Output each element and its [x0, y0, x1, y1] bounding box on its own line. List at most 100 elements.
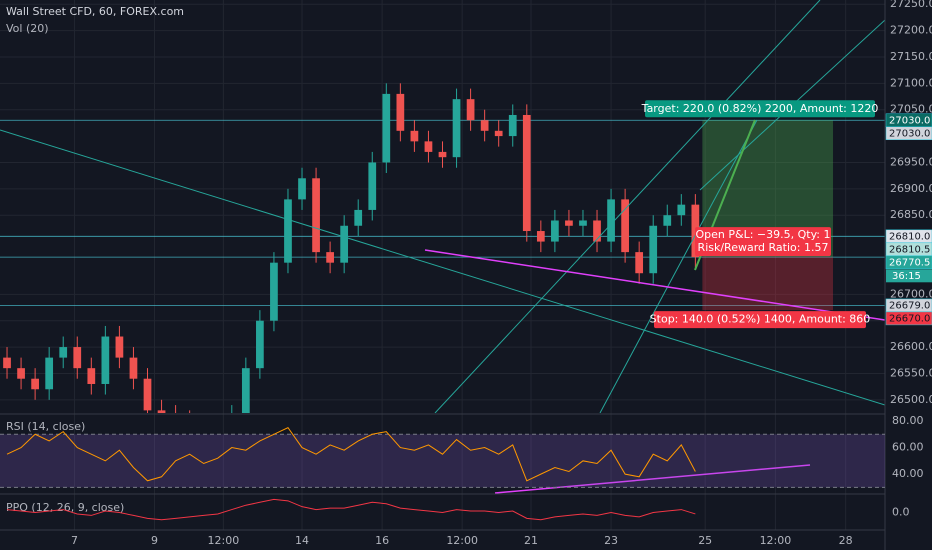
- candle-body: [368, 162, 377, 210]
- candle-body: [579, 220, 587, 226]
- y-tick-label: 26600.0: [890, 340, 932, 353]
- candle-body: [256, 320, 264, 369]
- candle-body: [508, 114, 517, 137]
- rsi-band: [0, 434, 885, 488]
- ppo-line: [6, 498, 696, 521]
- trend-line: [434, 0, 821, 413]
- stop-label-box: [654, 311, 866, 329]
- price-label: 26670.0: [889, 313, 930, 324]
- candle-body: [340, 225, 349, 263]
- volume-label: Vol (20): [6, 22, 49, 35]
- candle-body: [115, 336, 124, 358]
- y-tick-label: 26550.0: [890, 366, 932, 379]
- candle-body: [298, 178, 306, 200]
- price-label-box: [885, 126, 932, 141]
- candle-body: [635, 252, 644, 274]
- y-tick-label: 26500.0: [890, 393, 932, 406]
- candle-body: [73, 347, 82, 369]
- pnl-label: Open P&L: −39.5, Qty: 1: [695, 228, 830, 241]
- candle-body: [424, 141, 433, 152]
- y-tick-label: 27100.0: [890, 76, 932, 89]
- candle-body: [410, 130, 419, 142]
- y-tick-label: 26900.0: [890, 182, 932, 195]
- x-tick-label: 16: [375, 534, 389, 547]
- candle-body: [17, 368, 25, 379]
- y-tick-label: 26700.0: [890, 287, 932, 300]
- candle-body: [452, 99, 461, 158]
- candle-body: [101, 336, 110, 384]
- candle-body: [59, 347, 68, 358]
- candle-body: [494, 130, 503, 137]
- rsi-tick-label: 80.00: [892, 414, 924, 427]
- candle-body: [536, 231, 545, 242]
- candle-body: [551, 220, 559, 242]
- candle-body: [677, 204, 686, 216]
- y-tick-label: 27200.0: [890, 24, 932, 37]
- y-tick-label: 27050.0: [890, 103, 932, 116]
- x-tick-label: 7: [71, 534, 78, 547]
- candle-body: [3, 357, 11, 369]
- price-label-box: [885, 311, 932, 326]
- x-tick-label: 23: [604, 534, 618, 547]
- trend-line: [0, 129, 885, 406]
- target-label: Target: 220.0 (0.82%) 2200, Amount: 1220: [641, 102, 879, 115]
- price-label: 27030.0: [889, 115, 930, 126]
- candle-body: [593, 220, 601, 242]
- candle-body: [326, 252, 334, 263]
- candle-body: [270, 262, 278, 321]
- candle-body: [284, 199, 292, 263]
- candle-body: [621, 199, 629, 253]
- candle-body: [522, 114, 531, 232]
- candle-body: [565, 220, 573, 226]
- pnl-box: [695, 227, 831, 257]
- candle-body: [45, 357, 54, 390]
- price-label: 26810.5: [889, 244, 930, 255]
- candle-body: [312, 178, 320, 253]
- price-label: 26810.0: [889, 231, 930, 242]
- candle-body: [396, 93, 405, 131]
- candle-body: [466, 99, 475, 121]
- countdown: 36:15: [892, 271, 921, 282]
- candle-body: [129, 357, 138, 379]
- rsi-tick-label: 40.00: [892, 467, 924, 480]
- candle-body: [31, 378, 39, 390]
- rsi-label: RSI (14, close): [6, 420, 85, 433]
- target-label-box: [645, 100, 875, 118]
- candle-body: [241, 368, 250, 413]
- x-tick-label: 14: [295, 534, 309, 547]
- x-tick-label: 25: [698, 534, 712, 547]
- ppo-label: PPO (12, 26, 9, close): [6, 501, 124, 514]
- rsi-trend-line: [494, 464, 811, 494]
- loss-zone: [702, 257, 834, 311]
- candle-body: [607, 199, 615, 242]
- candle-body: [438, 151, 447, 158]
- x-tick-label: 21: [524, 534, 538, 547]
- price-label: 26679.0: [889, 300, 930, 311]
- rsi-line: [6, 426, 696, 482]
- x-tick-label: 12:00: [446, 534, 478, 547]
- price-label-box: [885, 255, 932, 270]
- trend-line: [599, 119, 758, 413]
- y-tick-label: 26850.0: [890, 208, 932, 221]
- candle-body: [480, 120, 489, 131]
- candle-body: [143, 378, 152, 411]
- rsi-tick-label: 60.00: [892, 441, 924, 454]
- candle-body: [382, 93, 391, 163]
- x-tick-label: 12:00: [208, 534, 240, 547]
- chart-title: Wall Street CFD, 60, FOREX.com: [6, 5, 184, 18]
- candle-body: [354, 209, 363, 226]
- ratio-label: Risk/Reward Ratio: 1.57: [698, 241, 829, 254]
- candle-body: [87, 368, 96, 384]
- x-tick-label: 12:00: [760, 534, 792, 547]
- price-label: 27030.0: [889, 128, 930, 139]
- trend-line: [424, 249, 885, 321]
- countdown-box: [886, 269, 932, 283]
- candle-body: [157, 410, 166, 413]
- candle-body: [649, 225, 658, 274]
- price-label: 26770.5: [889, 257, 930, 268]
- stop-label: Stop: 140.0 (0.52%) 1400, Amount: 860: [650, 313, 871, 326]
- y-tick-label: 27250.0: [890, 0, 932, 10]
- candle-body: [663, 215, 672, 226]
- x-tick-label: 9: [151, 534, 158, 547]
